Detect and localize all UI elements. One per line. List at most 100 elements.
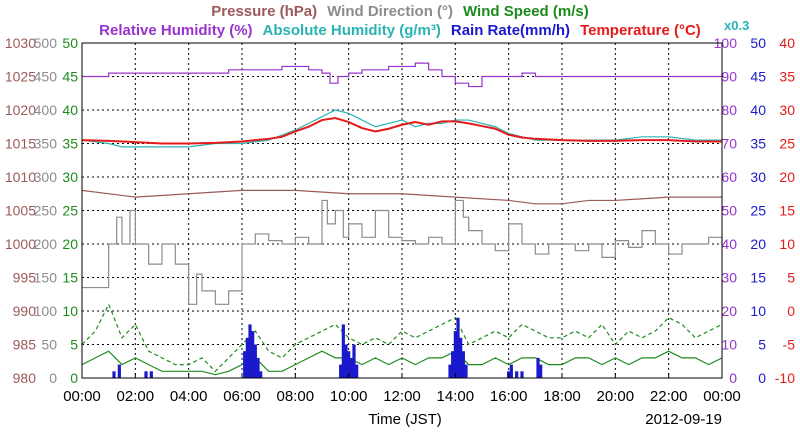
humidity-tick-label: 70 <box>721 136 737 152</box>
rain-rate-bar <box>112 371 116 378</box>
rain-rate-tick-label: 5 <box>758 337 766 353</box>
x-tick-label: 00:00 <box>703 388 741 405</box>
rain-rate-bar <box>253 344 257 378</box>
pressure-tick-label: 1005 <box>5 203 36 219</box>
x-tick-label: 16:00 <box>490 388 528 405</box>
humidity-tick-label: 20 <box>721 303 737 319</box>
rain-rate-tick-label: 15 <box>750 270 766 286</box>
rain-rate-tick-label: 25 <box>750 203 766 219</box>
rain-rate-bar <box>349 357 353 378</box>
x-tick-label: 10:00 <box>330 388 368 405</box>
x-tick-label: 04:00 <box>170 388 208 405</box>
pressure-tick-label: 1010 <box>5 169 36 185</box>
x-tick-label: 20:00 <box>597 388 635 405</box>
chart-header: Pressure (hPa) Wind Direction (°) Wind Spe… <box>99 3 749 39</box>
wind-speed-tick-label: 45 <box>62 69 78 85</box>
x-tick-label: 18:00 <box>543 388 581 405</box>
pressure-tick-label: 990 <box>13 303 37 319</box>
header-title: Wind Direction (°) <box>327 3 453 20</box>
wind-direction-tick-label: 150 <box>34 270 58 286</box>
humidity-tick-label: 10 <box>721 337 737 353</box>
x-tick-label: 14:00 <box>437 388 475 405</box>
humidity-tick-label: 50 <box>721 203 737 219</box>
temperature-c-line <box>81 117 722 145</box>
humidity-tick-label: 30 <box>721 270 737 286</box>
temperature-tick-label: 10 <box>779 236 795 252</box>
wind-speed-tick-label: 5 <box>70 337 78 353</box>
temperature-tick-label: 15 <box>779 203 795 219</box>
header-title: Relative Humidity (%) <box>99 22 252 39</box>
x-tick-label: 08:00 <box>277 388 315 405</box>
date-label: 2012-09-19 <box>645 411 722 428</box>
humidity-tick-label: 80 <box>721 102 737 118</box>
pressure-tick-label: 1020 <box>5 102 36 118</box>
header-title: Temperature (°C) <box>580 22 701 39</box>
rain-rate-bar <box>461 351 465 378</box>
x-tick-label: 22:00 <box>650 388 688 405</box>
wind-direction-line <box>82 199 723 305</box>
rain-rate-bar <box>248 324 252 378</box>
rain-rate-bar <box>536 357 540 378</box>
wind-gust-m-s-line <box>81 302 723 373</box>
rain-rate-bar <box>347 351 351 378</box>
wind-direction-tick-label: 50 <box>41 337 57 353</box>
rain-rate-bar <box>509 364 513 378</box>
rain-rate-bar <box>520 371 524 378</box>
wind-direction-tick-label: 400 <box>34 102 58 118</box>
pressure-tick-label: 1000 <box>5 236 36 252</box>
right-axes: 1009080706050403020100504540353025201510… <box>714 35 796 386</box>
rain-rate-bar <box>448 364 452 378</box>
wind-speed-tick-label: 35 <box>62 136 78 152</box>
rain-rate-tick-label: 45 <box>750 69 766 85</box>
x03-label: x0.3 <box>724 18 749 33</box>
x-axis-label: Time (JST) <box>368 411 442 428</box>
rain-rate-tick-label: 35 <box>750 136 766 152</box>
rain-rate-bar <box>459 337 463 378</box>
rain-rate-bar <box>453 331 457 378</box>
rain-rate-bar <box>251 331 255 378</box>
header-title: Wind Speed (m/s) <box>463 3 589 20</box>
rain-rate-bar <box>259 371 263 378</box>
rain-rate-bar <box>144 371 148 378</box>
header-title: Absolute Humidity (g/m³) <box>263 22 441 39</box>
pressure-tick-label: 995 <box>13 270 37 286</box>
temperature-tick-label: 40 <box>779 35 795 51</box>
wind-speed-tick-label: 0 <box>70 370 78 386</box>
wind-direction-tick-label: 350 <box>34 136 58 152</box>
pressure-tick-label: 980 <box>13 370 37 386</box>
rain-rate-bar <box>245 337 249 378</box>
rain-rate-bar <box>256 357 260 378</box>
rain-rate-bar <box>451 351 455 378</box>
temperature-tick-label: 20 <box>779 169 795 185</box>
wind-speed-tick-label: 10 <box>62 303 78 319</box>
rain-rate-bar <box>539 364 543 378</box>
rain-rate-bar <box>243 351 247 378</box>
wind-direction-tick-label: 450 <box>34 69 58 85</box>
header-title: Rain Rate(mm/h) <box>451 22 570 39</box>
x-tick-label: 02:00 <box>117 388 155 405</box>
rain-rate-tick-label: 50 <box>750 35 766 51</box>
rain-rate-bar <box>344 344 348 378</box>
pressure-tick-label: 1015 <box>5 136 36 152</box>
wind-speed-tick-label: 20 <box>62 236 78 252</box>
wind-direction-tick-label: 0 <box>49 370 57 386</box>
rain-rate-tick-label: 0 <box>758 370 766 386</box>
pressure-tick-label: 1030 <box>5 35 36 51</box>
temperature-tick-label: -10 <box>775 370 795 386</box>
wind-speed-tick-label: 25 <box>62 203 78 219</box>
rain-rate-bar <box>339 364 343 378</box>
temperature-tick-label: 35 <box>779 69 795 85</box>
humidity-tick-label: 90 <box>721 69 737 85</box>
x-tick-label: 06:00 <box>223 388 261 405</box>
rain-rate-bar <box>464 364 468 378</box>
wind-speed-tick-label: 40 <box>62 102 78 118</box>
rain-rate-bar <box>352 344 356 378</box>
x-tick-label: 00:00 <box>63 388 101 405</box>
pressure-tick-label: 985 <box>13 337 37 353</box>
rain-rate-tick-label: 20 <box>750 236 766 252</box>
humidity-tick-label: 0 <box>729 370 737 386</box>
temperature-tick-label: 0 <box>787 303 795 319</box>
wind-direction-tick-label: 200 <box>34 236 58 252</box>
rain-rate-bar <box>117 364 121 378</box>
wind-direction-tick-label: 250 <box>34 203 58 219</box>
